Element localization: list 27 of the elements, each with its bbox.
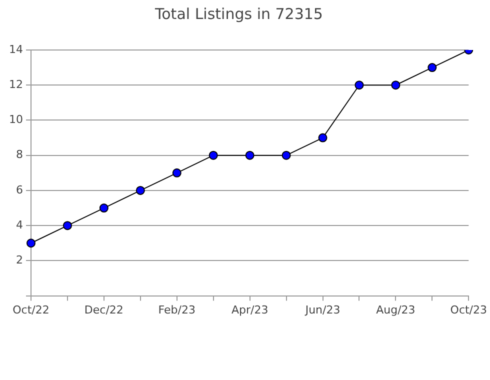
y-tick-label: 6 — [16, 183, 23, 196]
point — [245, 150, 254, 160]
x-tick-label: Aug/23 — [376, 303, 416, 316]
point — [282, 150, 291, 160]
x-tick-label: Feb/23 — [158, 303, 196, 316]
point — [428, 63, 437, 72]
y-tick-label: 2 — [16, 254, 23, 267]
point — [62, 221, 72, 230]
point — [208, 150, 218, 160]
x-tick-label: Oct/22 — [12, 303, 50, 316]
point — [354, 80, 364, 90]
point — [172, 168, 182, 178]
y-tick-label: 4 — [16, 218, 23, 232]
x-tick-label: Dec/22 — [84, 303, 124, 316]
y-tick-label: 10 — [8, 113, 23, 126]
point — [26, 238, 36, 248]
chart-title: Total Listings in 72315 — [154, 4, 323, 23]
y-tick-label: 14 — [8, 42, 23, 56]
x-tick-label: Oct/23 — [450, 303, 488, 316]
y-tick-label: 12 — [8, 78, 23, 91]
point — [136, 186, 145, 195]
point — [99, 204, 108, 213]
y-tick-label: 8 — [16, 148, 23, 162]
x-tick-label: Jun/23 — [304, 303, 340, 316]
point — [318, 133, 328, 142]
point — [391, 80, 400, 90]
x-tick-label: Apr/23 — [231, 303, 268, 316]
